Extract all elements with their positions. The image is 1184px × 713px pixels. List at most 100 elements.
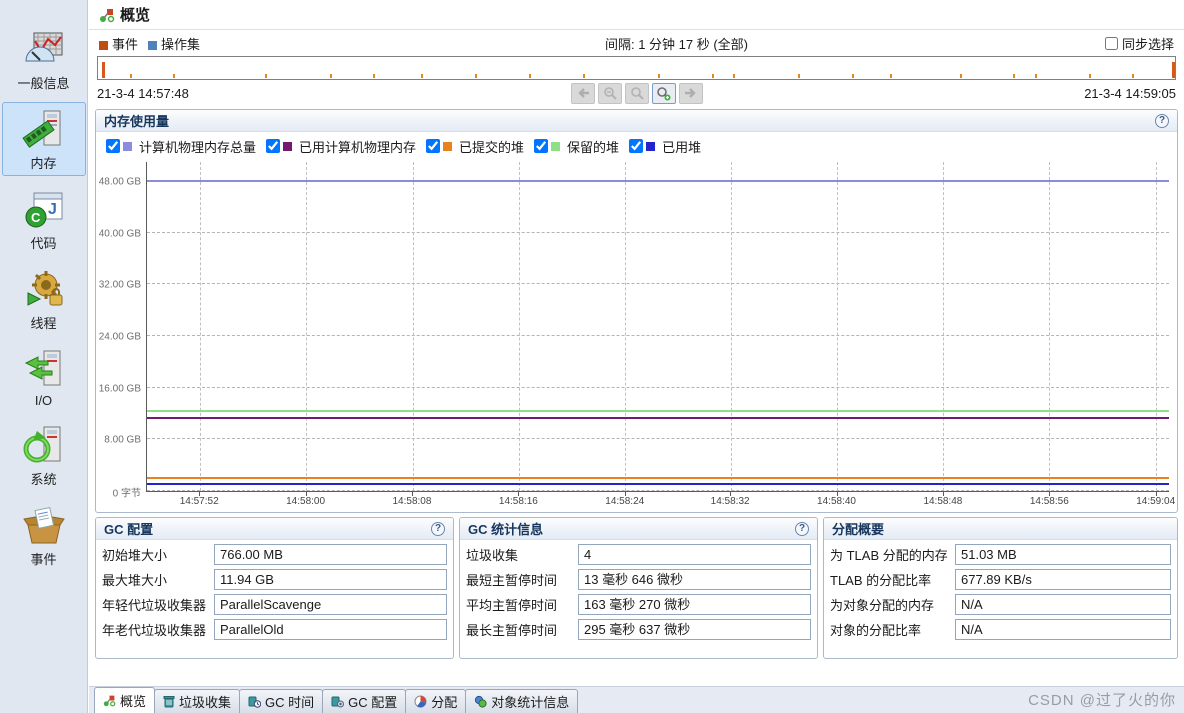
value-field[interactable]: 4 bbox=[578, 544, 811, 565]
series-checkbox[interactable] bbox=[266, 139, 281, 153]
sidebar-item-system[interactable]: 系统 bbox=[2, 418, 86, 492]
gc-config-panel: GC 配置 ? 初始堆大小 766.00 MB 最大堆大小 11.94 GB 年轻代… bbox=[95, 517, 454, 659]
x-axis-label: 14:58:40 bbox=[817, 496, 856, 507]
tab-gc-config[interactable]: GC 配置 bbox=[322, 689, 407, 713]
value-field[interactable]: 13 毫秒 646 微秒 bbox=[578, 569, 811, 590]
zoom-selection-button[interactable] bbox=[624, 82, 649, 104]
sidebar-item-memory[interactable]: 内存 bbox=[1, 102, 86, 176]
series-toggle-used-heap[interactable]: 已用堆 bbox=[629, 137, 701, 156]
sync-selection-label: 同步选择 bbox=[1121, 36, 1174, 52]
series-checkbox[interactable] bbox=[629, 139, 644, 153]
overview-tab-icon bbox=[103, 695, 116, 707]
x-tick-mark bbox=[942, 492, 944, 496]
series-checkbox[interactable] bbox=[106, 139, 120, 153]
step-forward-button[interactable] bbox=[678, 82, 703, 104]
tab-gc-time[interactable]: GC 时间 bbox=[239, 689, 324, 713]
event-tick bbox=[130, 74, 133, 78]
x-tick-mark bbox=[1049, 492, 1051, 496]
series-line-保留的堆 bbox=[147, 410, 1169, 413]
x-axis-label: 14:57:52 bbox=[179, 496, 219, 507]
value-field[interactable]: 766.00 MB bbox=[214, 544, 447, 565]
series-toggle-committed-heap[interactable]: 已提交的堆 bbox=[426, 137, 524, 156]
help-icon[interactable]: ? bbox=[795, 521, 809, 536]
sidebar-item-label: 线程 bbox=[30, 316, 57, 331]
event-spike bbox=[102, 62, 106, 78]
value-field[interactable]: ParallelOld bbox=[214, 619, 447, 640]
value-field[interactable]: ParallelScavenge bbox=[214, 594, 447, 615]
sidebar-item-threads[interactable]: 线程 bbox=[2, 262, 86, 336]
event-tick bbox=[959, 74, 962, 78]
event-tick bbox=[851, 74, 854, 78]
event-tick bbox=[421, 74, 424, 78]
arrow-right-icon bbox=[684, 88, 696, 98]
allocation-tab-icon bbox=[414, 695, 427, 708]
timeline-range-strip[interactable] bbox=[97, 56, 1176, 80]
event-legend: 事件 bbox=[99, 34, 138, 53]
help-icon[interactable]: ? bbox=[1155, 113, 1169, 128]
zoom-in-button[interactable] bbox=[651, 82, 676, 104]
step-back-button[interactable] bbox=[570, 82, 595, 104]
x-axis-label: 14:59:04 bbox=[1136, 496, 1176, 507]
sidebar-item-io[interactable]: I/O bbox=[2, 342, 86, 412]
range-end-time: 21-3-4 14:59:05 bbox=[1084, 85, 1176, 101]
value-field[interactable]: 163 毫秒 270 微秒 bbox=[578, 594, 811, 615]
series-checkbox[interactable] bbox=[534, 139, 549, 153]
object-stats-tab-icon bbox=[475, 695, 487, 708]
timeline-nav-buttons bbox=[357, 82, 916, 104]
help-icon[interactable]: ? bbox=[431, 521, 445, 536]
x-tick-mark bbox=[1155, 492, 1157, 496]
sidebar-item-general-info[interactable]: 一般信息 bbox=[2, 22, 86, 96]
tab-garbage-collection[interactable]: 垃圾收集 bbox=[154, 689, 241, 713]
series-color-swatch bbox=[123, 141, 132, 151]
series-legend: 计算机物理内存总量 已用计算机物理内存 已提交的堆 保留的堆 bbox=[96, 132, 1177, 160]
series-color-swatch bbox=[551, 141, 561, 151]
system-icon bbox=[23, 426, 60, 463]
tab-object-statistics[interactable]: 对象统计信息 bbox=[465, 689, 579, 713]
y-axis-label: 8.00 GB bbox=[104, 434, 141, 446]
sync-selection-checkbox[interactable] bbox=[1104, 36, 1118, 50]
sidebar-item-label: 事件 bbox=[30, 552, 57, 567]
sidebar-item-label: 系统 bbox=[30, 472, 57, 487]
info-row: 为对象分配的内存 N/A bbox=[830, 594, 1171, 615]
sidebar-item-events[interactable]: 事件 bbox=[2, 498, 86, 572]
info-row: 最短主暂停时间 13 毫秒 646 微秒 bbox=[466, 569, 811, 590]
x-axis-label: 14:58:48 bbox=[923, 496, 963, 507]
interval-label: 间隔: 1 分钟 17 秒 (全部) bbox=[604, 36, 749, 52]
value-field[interactable]: 677.89 KB/s bbox=[955, 569, 1171, 590]
event-tick bbox=[372, 74, 375, 78]
value-field[interactable]: 11.94 GB bbox=[214, 569, 447, 590]
series-checkbox[interactable] bbox=[426, 139, 441, 153]
gc-config-tab-icon bbox=[331, 696, 345, 708]
info-row: 平均主暂停时间 163 毫秒 270 微秒 bbox=[466, 594, 811, 615]
range-start-time: 21-3-4 14:57:48 bbox=[97, 85, 189, 101]
tab-allocation[interactable]: 分配 bbox=[405, 689, 467, 713]
io-icon bbox=[24, 350, 60, 386]
allocation-summary-panel: 分配概要 为 TLAB 分配的内存 51.03 MB TLAB 的分配比率 677.… bbox=[823, 517, 1178, 659]
event-tick bbox=[528, 74, 531, 78]
event-tick bbox=[264, 74, 267, 78]
x-axis-label: 14:58:08 bbox=[392, 496, 432, 507]
series-toggle-used-physical[interactable]: 已用计算机物理内存 bbox=[266, 137, 416, 156]
x-axis-label: 14:58:56 bbox=[1029, 496, 1069, 507]
series-color-swatch bbox=[443, 141, 453, 151]
main-content: 概览 事件 操作集 间隔: 1 分钟 17 秒 (全部) 同步选择 21-3-4… bbox=[89, 0, 1184, 713]
sidebar-item-label: 一般信息 bbox=[17, 76, 70, 91]
memory-usage-chart: 48.00 GB 40.00 GB 32.00 GB 24.00 GB 16.00 GB… bbox=[96, 160, 1177, 510]
x-gridline bbox=[943, 162, 945, 491]
chart-y-axis: 48.00 GB 40.00 GB 32.00 GB 24.00 GB 16.00 GB… bbox=[98, 162, 146, 500]
series-toggle-total-physical[interactable]: 计算机物理内存总量 bbox=[106, 137, 256, 156]
value-field[interactable]: 295 毫秒 637 微秒 bbox=[578, 619, 811, 640]
sidebar-item-code[interactable]: J C 代码 bbox=[2, 182, 86, 256]
series-color-swatch bbox=[646, 141, 656, 151]
value-field[interactable]: N/A bbox=[955, 594, 1171, 615]
gc-config-title: GC 配置 bbox=[104, 522, 154, 537]
value-field[interactable]: 51.03 MB bbox=[955, 544, 1171, 565]
info-row: 对象的分配比率 N/A bbox=[830, 619, 1171, 640]
x-tick-mark bbox=[836, 492, 838, 496]
info-row: 最长主暂停时间 295 毫秒 637 微秒 bbox=[466, 619, 811, 640]
zoom-out-button[interactable] bbox=[597, 82, 622, 104]
series-toggle-reserved-heap[interactable]: 保留的堆 bbox=[534, 137, 619, 156]
value-field[interactable]: N/A bbox=[955, 619, 1171, 640]
tab-overview[interactable]: 概览 bbox=[94, 687, 156, 713]
y-axis-label: 32.00 GB bbox=[98, 279, 141, 291]
